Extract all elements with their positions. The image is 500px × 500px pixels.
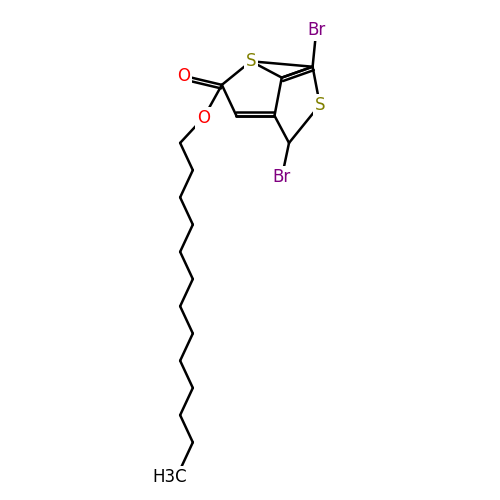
Text: H3C: H3C: [152, 468, 186, 486]
Text: S: S: [246, 52, 256, 70]
Text: Br: Br: [272, 168, 291, 186]
Text: O: O: [197, 108, 210, 126]
Text: S: S: [314, 96, 325, 114]
Text: Br: Br: [307, 22, 326, 40]
Text: O: O: [178, 67, 190, 85]
